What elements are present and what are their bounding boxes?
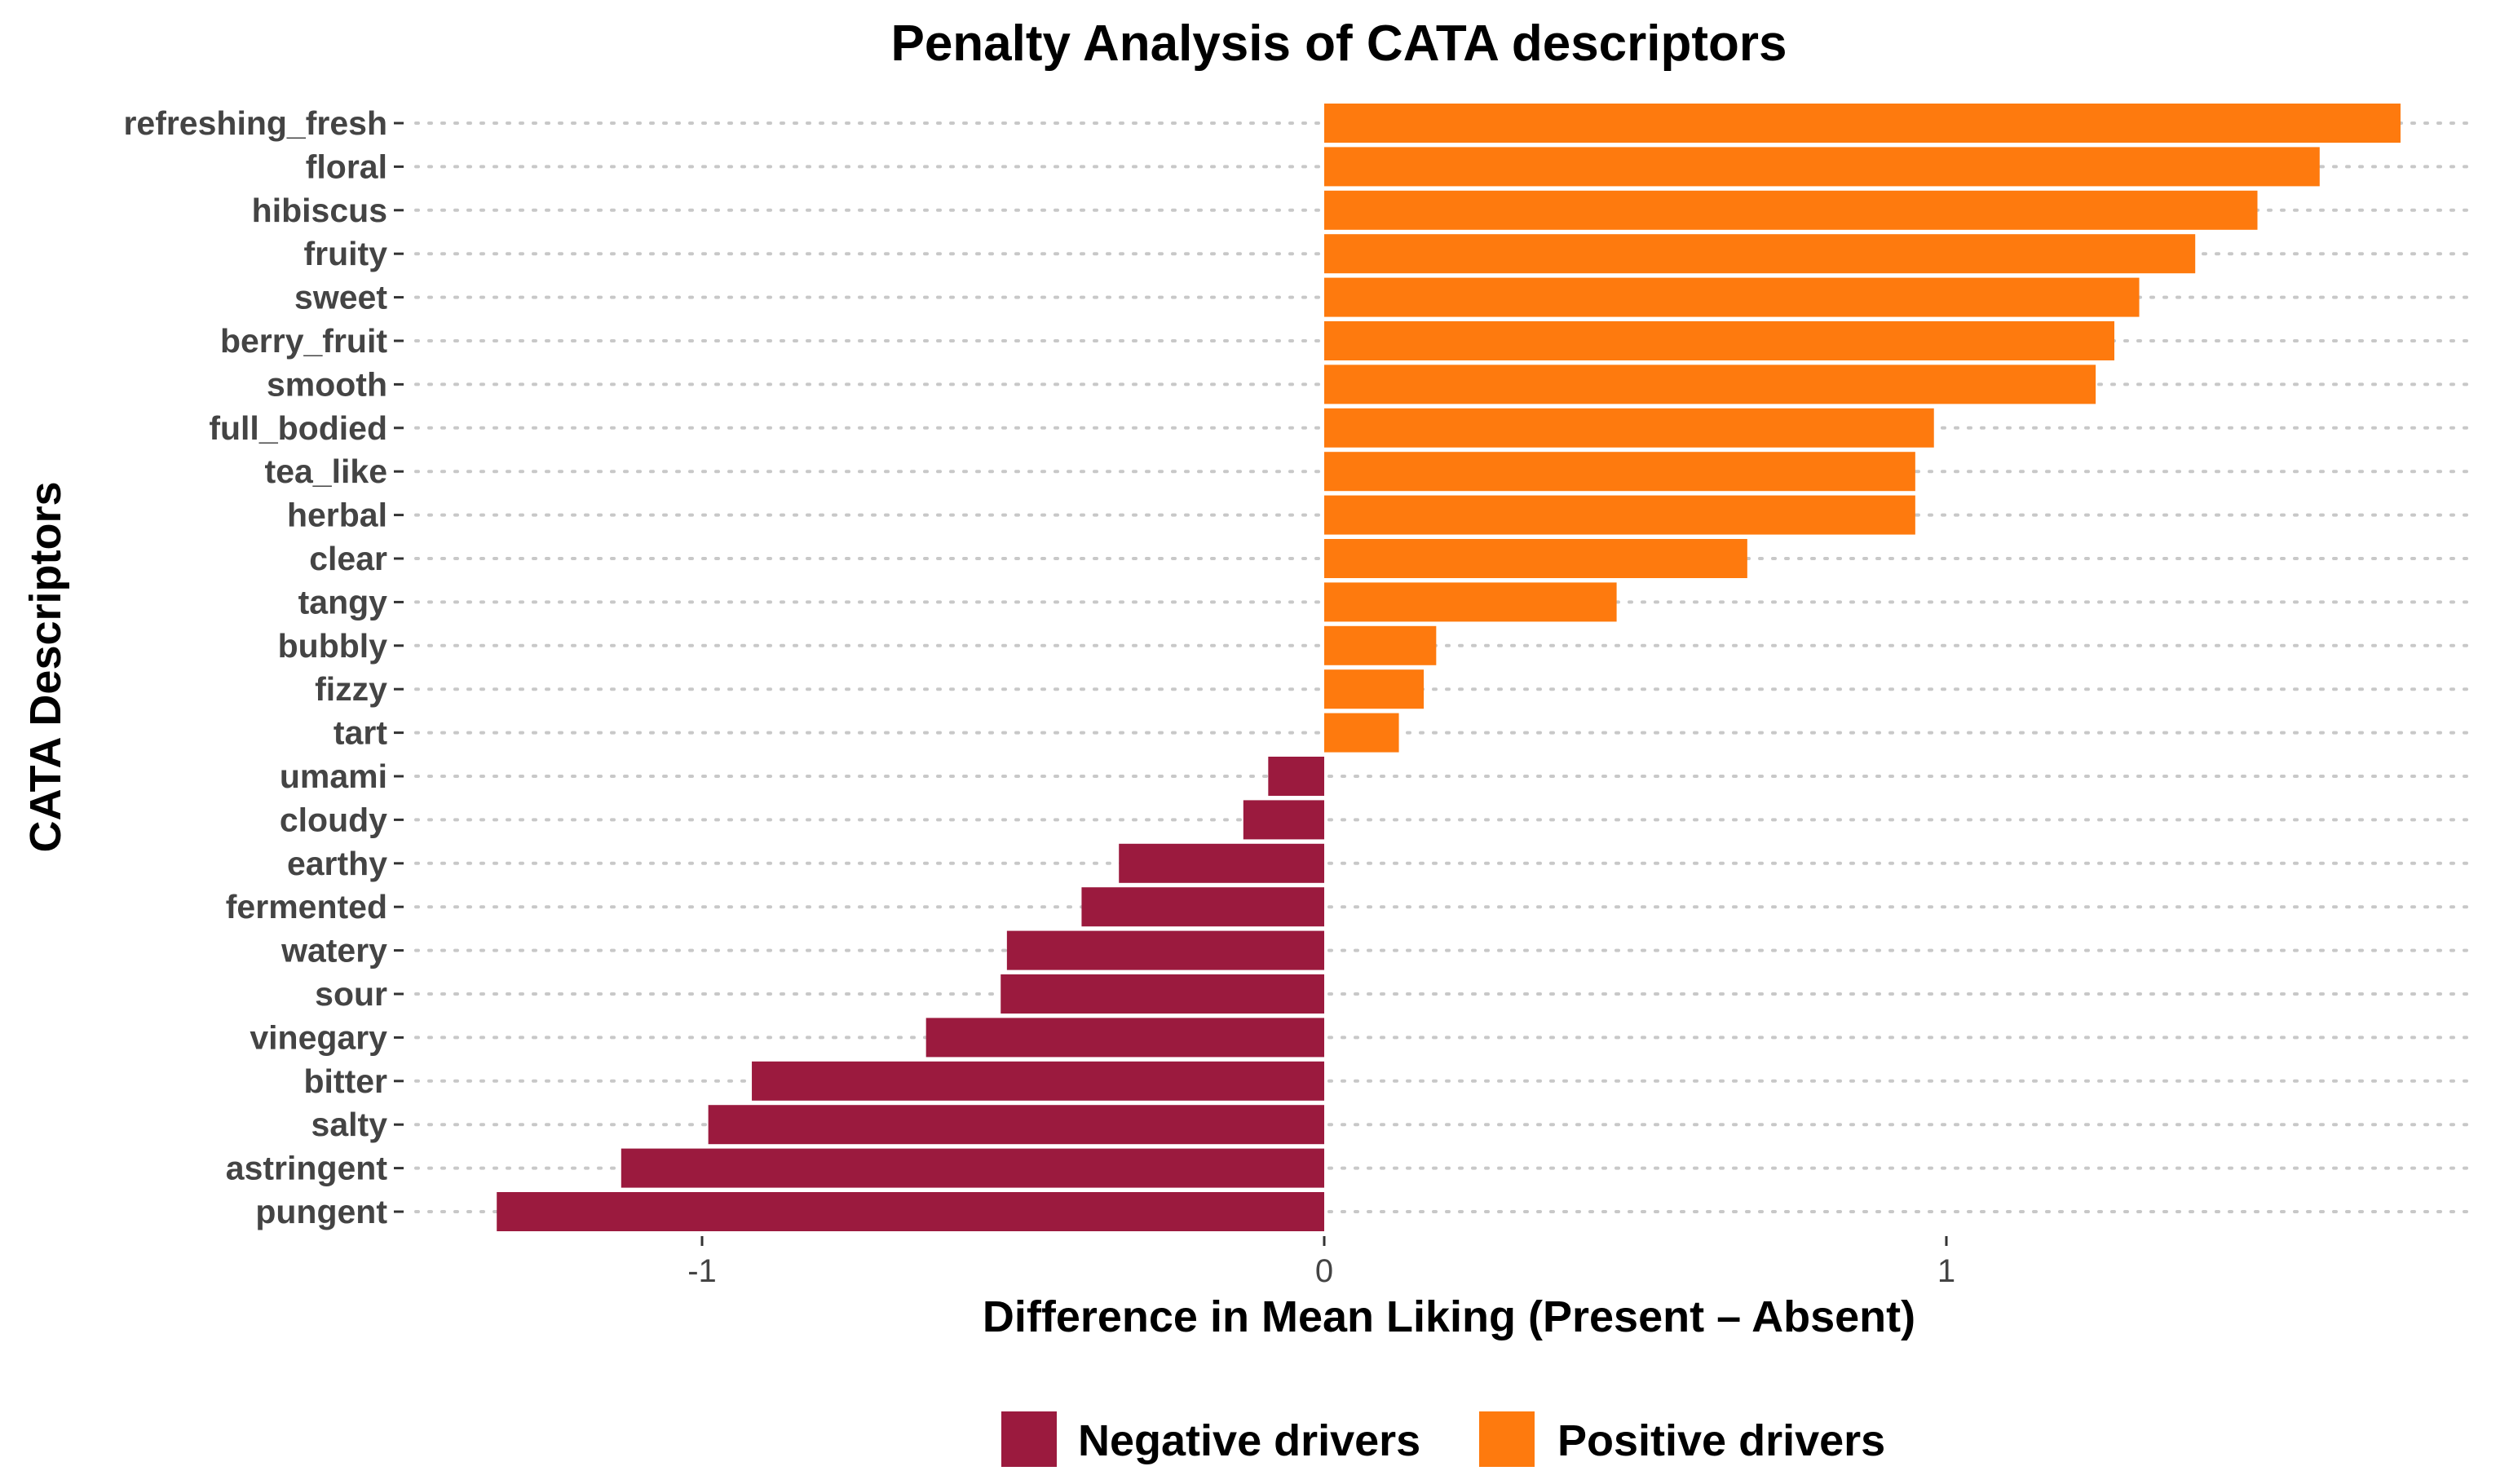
category-label: full_bodied xyxy=(209,409,387,447)
category-label: tangy xyxy=(298,583,388,621)
category-label: berry_fruit xyxy=(220,322,387,360)
bar-tea-like xyxy=(1324,452,1915,492)
category-label: clear xyxy=(309,540,387,577)
bar-astringent xyxy=(621,1148,1324,1188)
bar-bubbly xyxy=(1324,625,1437,665)
category-label: herbal xyxy=(287,497,387,534)
bar-bitter xyxy=(752,1061,1324,1101)
bar-vinegary xyxy=(925,1018,1324,1058)
category-label: floral xyxy=(306,148,387,185)
category-label: cloudy xyxy=(280,801,387,838)
bar-tangy xyxy=(1324,582,1617,622)
category-label: sour xyxy=(315,975,387,1013)
category-label: sweet xyxy=(294,279,387,316)
bar-berry-fruit xyxy=(1324,321,2115,360)
category-label: fruity xyxy=(304,235,388,272)
category-label: hibiscus xyxy=(252,192,387,229)
bar-cloudy xyxy=(1243,800,1324,840)
bar-earthy xyxy=(1119,843,1324,883)
bar-fizzy xyxy=(1324,669,1425,709)
bar-floral xyxy=(1324,147,2320,187)
x-tick-label: -1 xyxy=(687,1253,717,1289)
category-label: earthy xyxy=(287,845,387,882)
legend: Negative drivers Positive drivers xyxy=(1001,1411,1885,1467)
category-label: pungent xyxy=(255,1193,387,1230)
category-label: bubbly xyxy=(278,627,388,665)
bar-tart xyxy=(1324,713,1399,753)
gridlines xyxy=(414,121,2472,1213)
legend-swatch-positive xyxy=(1479,1411,1535,1467)
category-label: vinegary xyxy=(250,1018,387,1056)
category-label: umami xyxy=(280,757,387,795)
y-axis-title: CATA Descriptors xyxy=(21,481,70,852)
category-label: refreshing_fresh xyxy=(123,104,387,142)
category-label: bitter xyxy=(304,1062,388,1100)
legend-label-positive: Positive drivers xyxy=(1557,1416,1885,1465)
bars xyxy=(497,104,2401,1231)
category-label: salty xyxy=(311,1106,388,1143)
bar-pungent xyxy=(497,1192,1324,1231)
bar-refreshing-fresh xyxy=(1324,104,2401,143)
category-label: fizzy xyxy=(315,670,387,708)
bar-watery xyxy=(1006,930,1324,970)
bar-umami xyxy=(1268,757,1324,796)
chart-title: Penalty Analysis of CATA descriptors xyxy=(890,15,1787,72)
legend-swatch-negative xyxy=(1001,1411,1057,1467)
legend-label-negative: Negative drivers xyxy=(1078,1416,1420,1465)
category-label: tart xyxy=(334,714,387,752)
category-label: smooth xyxy=(267,365,387,403)
bar-sweet xyxy=(1324,277,2140,317)
x-axis-title: Difference in Mean Liking (Present – Abs… xyxy=(983,1292,1915,1341)
x-tick-label: 0 xyxy=(1315,1253,1333,1289)
bar-fermented xyxy=(1081,887,1324,927)
bar-herbal xyxy=(1324,495,1915,535)
bar-full-bodied xyxy=(1324,408,1934,448)
bar-smooth xyxy=(1324,364,2096,404)
category-label: tea_like xyxy=(265,453,387,490)
bar-clear xyxy=(1324,539,1747,578)
bar-salty xyxy=(708,1105,1324,1145)
bar-fruity xyxy=(1324,234,2196,274)
bar-hibiscus xyxy=(1324,190,2258,230)
x-tick-label: 1 xyxy=(1937,1253,1955,1289)
category-label: astringent xyxy=(226,1150,388,1187)
category-label: fermented xyxy=(226,888,387,925)
x-axis-ticks: -1 0 1 xyxy=(687,1236,1955,1289)
category-label: watery xyxy=(280,932,387,969)
bar-sour xyxy=(1001,974,1324,1014)
